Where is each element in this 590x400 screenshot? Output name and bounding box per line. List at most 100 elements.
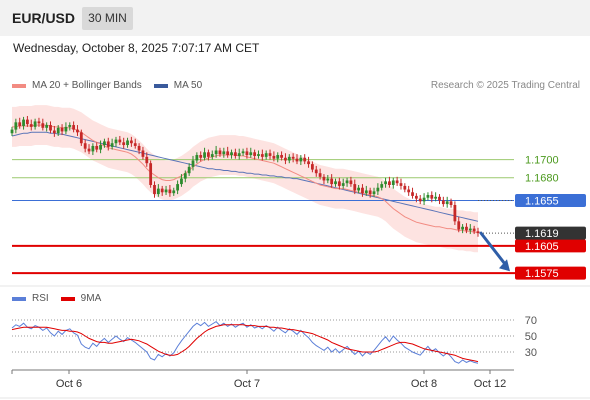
projection-arrow-shaft: [479, 231, 508, 267]
candle-body: [372, 191, 376, 195]
candle-body: [106, 141, 110, 147]
candle-body: [126, 140, 129, 146]
candle-body: [210, 154, 214, 157]
candle-body: [141, 150, 145, 157]
legend-label-ma50: MA 50: [173, 80, 203, 91]
candle-body: [52, 130, 56, 134]
candle-body: [114, 139, 118, 144]
x-tick-label-1: Oct 7: [234, 378, 260, 390]
candle-body: [153, 185, 156, 195]
candle-body: [361, 187, 364, 194]
ma50-swatch-icon: [153, 83, 168, 88]
credit-label: Research © 2025 Trading Central: [430, 80, 580, 91]
candle-body: [307, 161, 310, 165]
candle-body: [472, 228, 476, 232]
candle-body: [318, 173, 322, 177]
candle-body: [303, 157, 307, 162]
candle-body: [465, 226, 468, 231]
candle-body: [87, 148, 91, 152]
level-label-4: 1.1575: [525, 268, 559, 280]
candle-body: [349, 180, 353, 185]
rsi-line: [11, 320, 479, 364]
candle-body: [441, 200, 445, 205]
candle-body: [330, 178, 334, 185]
candle-body: [45, 125, 49, 128]
candle-body: [60, 127, 64, 132]
candle-body: [37, 121, 41, 124]
candle-body: [10, 129, 14, 134]
candle-body: [164, 189, 168, 193]
legend-item-9ma: 9MA: [60, 293, 101, 304]
candle-body: [322, 176, 326, 181]
candle-body: [253, 152, 257, 156]
rsi-tick-0: 70: [525, 315, 537, 327]
candle-body: [156, 188, 160, 195]
candle-body: [295, 158, 299, 162]
candle-body: [145, 156, 149, 164]
candle-body: [445, 201, 449, 205]
candle-body: [272, 155, 276, 159]
candle-body: [287, 156, 291, 161]
candle-body: [49, 125, 52, 131]
level-label-1: 1.1680: [525, 173, 559, 185]
candle-body: [56, 127, 60, 134]
candle-body: [91, 145, 95, 152]
rsi-swatch-icon: [12, 296, 26, 301]
candle-body: [72, 125, 76, 130]
level-label-2: 1.1655: [525, 195, 559, 207]
current-price-label: 1.1619: [525, 228, 559, 240]
candle-body: [426, 194, 430, 198]
candle-body: [395, 180, 399, 184]
candle-body: [326, 178, 330, 181]
candle-body: [203, 152, 206, 158]
symbol-title: EUR/USD: [12, 10, 76, 26]
ma50-line: [11, 131, 479, 222]
candle-body: [414, 195, 418, 199]
candle-body: [207, 152, 210, 157]
candle-body: [353, 184, 357, 191]
candle-body: [33, 121, 37, 127]
candle-body: [226, 151, 230, 156]
candle-body: [68, 125, 72, 127]
candle-body: [64, 126, 68, 132]
timeframe-badge[interactable]: 30 MIN: [82, 7, 133, 30]
candle-body: [391, 180, 395, 186]
x-tick-label-3: Oct 12: [474, 378, 506, 390]
candle-body: [384, 181, 387, 185]
candle-body: [364, 190, 368, 194]
level-badge-4: [515, 266, 586, 280]
projection-arrow-head-icon: [499, 259, 510, 272]
candle-body: [26, 119, 29, 125]
candle-body: [214, 150, 218, 155]
candle-body: [368, 190, 372, 195]
x-tick-label-0: Oct 6: [56, 378, 82, 390]
candle-body: [122, 142, 126, 146]
candle-body: [241, 151, 245, 154]
candle-body: [284, 157, 287, 161]
candle-body: [110, 143, 114, 147]
candle-body: [357, 187, 361, 191]
level-label-0: 1.1700: [525, 155, 559, 167]
ma20-line: [12, 124, 478, 233]
candle-body: [79, 132, 83, 144]
candle-body: [168, 189, 172, 194]
candle-body: [268, 153, 272, 156]
rsi-legend: RSI 9MA: [12, 293, 113, 304]
candle-body: [476, 231, 480, 234]
header-bar: EUR/USD 30 MIN: [0, 0, 590, 36]
candle-body: [199, 155, 203, 158]
candle-body: [245, 151, 249, 156]
candle-body: [314, 169, 318, 174]
rsi-tick-1: 50: [525, 331, 537, 343]
legend-item-ma20: MA 20 + Bollinger Bands: [12, 80, 142, 91]
candle-body: [118, 139, 122, 143]
candle-body: [438, 196, 441, 201]
legend-label-ma20: MA 20 + Bollinger Bands: [32, 80, 142, 91]
level-label-3: 1.1605: [525, 241, 559, 253]
ma20-swatch-icon: [12, 83, 26, 88]
candle-body: [233, 152, 237, 156]
candle-body: [280, 155, 283, 158]
candle-body: [260, 154, 264, 157]
candle-body: [407, 189, 411, 193]
legend-item-ma50: MA 50: [153, 80, 203, 91]
